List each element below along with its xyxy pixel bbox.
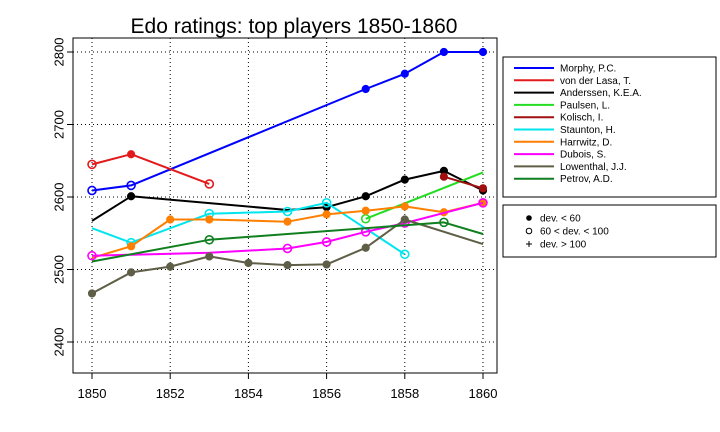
legend-label: Harrwitz, D. [560,137,612,148]
legend-label: Morphy, P.C. [560,64,616,75]
axes: 1850 1852 1854 1856 1858 1860 2400 2500 2600 2700… [52,38,498,401]
series-line [91,221,484,263]
data-point [322,210,331,219]
series-morphy-p-c [87,47,488,196]
data-point [204,234,215,245]
legend-label: Dubois, S. [560,150,606,161]
data-point [400,69,409,78]
marker-legend-label: 60 < dev. < 100 [540,227,609,238]
legend-label: Lowenthal, J.J. [560,162,627,173]
data-point [127,242,136,251]
chart-title: Edo ratings: top players 1850-1860 [131,15,458,38]
series-line [365,171,484,220]
marker-legend-label: dev. > 100 [540,240,587,251]
data-point [321,198,332,208]
data-point [282,206,293,217]
data-point [399,249,410,260]
data-point [127,150,136,159]
data-point [87,289,97,298]
data-point [87,185,97,196]
data-point [282,243,293,254]
data-point [439,47,448,57]
series-line [91,153,210,185]
marker-legend-label: dev. < 60 [540,214,581,225]
data-point [244,258,253,268]
data-point [283,261,292,270]
series-kolisch-i [439,172,488,193]
series-lowenthal-j-j [87,215,484,298]
series-paulsen-l [360,171,484,224]
series-line [91,201,484,259]
data-point [478,184,488,193]
marker-legend-box [502,204,717,258]
series-harrwitz-d [91,198,488,259]
data-point [361,206,370,215]
x-tick-label: 1858 [390,386,419,401]
data-point [322,260,331,269]
y-tick-label: 2500 [52,255,67,284]
data-point [283,217,292,226]
x-tick-label: 1856 [312,386,341,401]
data-point [439,172,448,181]
marker-symbol [526,215,532,221]
data-point [439,217,449,228]
legend-label: von der Lasa, T. [560,76,631,87]
data-point [361,84,370,94]
series-group [87,47,488,298]
legend-label: Paulsen, L. [560,100,610,111]
y-tick-label: 2700 [52,110,67,139]
marker-symbol [525,227,533,235]
y-tick-label: 2800 [52,38,67,67]
data-point [400,175,409,184]
legend-label: Staunton, H. [560,125,616,136]
series-line [443,175,484,190]
series-line [91,218,484,295]
legend-label: Kolisch, I. [560,113,603,124]
plot-frame [72,37,498,374]
data-point [400,202,409,211]
data-point [400,215,409,224]
data-point [478,47,488,57]
x-tick-label: 1854 [234,386,263,401]
series-petrov-a-d [91,217,484,263]
data-point [166,262,175,271]
data-point [204,179,215,189]
x-tick-label: 1850 [78,386,107,401]
y-tick-label: 2600 [52,183,67,212]
x-tick-label: 1860 [469,386,498,401]
data-point [87,250,97,261]
legend-label: Anderssen, K.E.A. [560,88,642,99]
data-point [361,243,370,252]
data-point [361,192,370,201]
data-point [127,268,136,277]
data-point [87,159,97,170]
data-point [205,252,214,261]
data-point [205,215,214,224]
series-line [91,169,484,222]
data-point [126,180,136,191]
series-anderssen-k-e-a [91,166,488,222]
marker-symbol [526,241,532,247]
series-staunton-h [91,198,410,260]
x-tick-label: 1852 [156,386,185,401]
data-point [127,192,136,201]
legend: Morphy, P.C.von der Lasa, T.Anderssen, K… [502,56,717,258]
y-tick-label: 2400 [52,328,67,357]
series-line [91,201,406,256]
data-point [166,215,175,224]
data-point [478,198,488,208]
grid [73,38,497,373]
series-line [91,51,483,192]
series-von-der-lasa-t [87,150,215,189]
legend-label: Petrov, A.D. [560,174,613,185]
data-point [321,237,332,247]
